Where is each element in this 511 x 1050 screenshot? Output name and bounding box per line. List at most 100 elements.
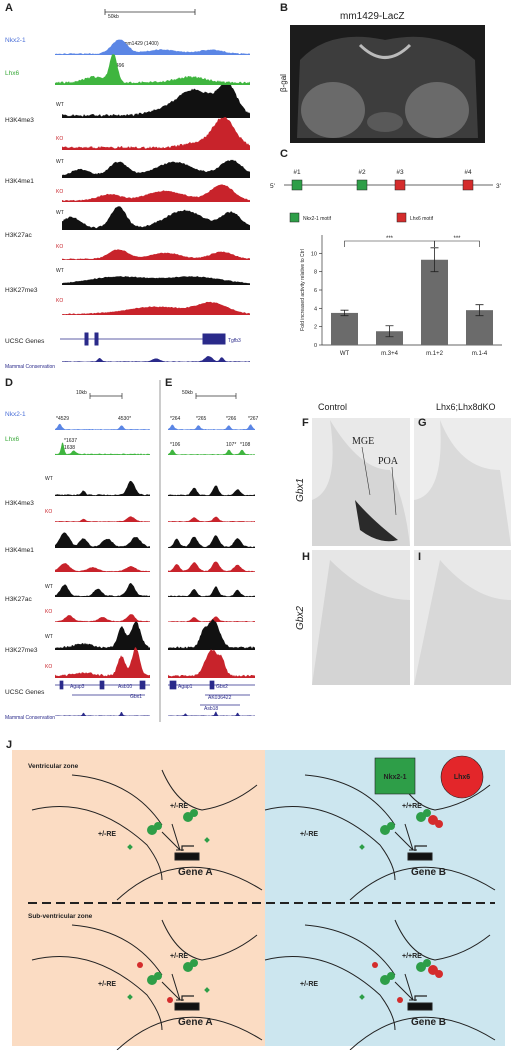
track-label: Mammal Conservation: [5, 715, 55, 721]
x-tick-label: WT: [340, 351, 350, 357]
ko-label: KO: [56, 189, 63, 195]
track: [55, 614, 150, 622]
panel-label: F: [302, 417, 309, 429]
peak-label: 4530*: [118, 416, 131, 422]
panel-label: H: [302, 551, 310, 563]
track: [168, 649, 255, 678]
wt-label: WT: [45, 584, 53, 590]
track: [62, 276, 250, 285]
gene-label: Asb18: [204, 706, 218, 712]
track: [55, 54, 250, 85]
re-label: +/+RE: [402, 953, 422, 960]
scale-label: 50kb: [182, 390, 193, 396]
wt-label: WT: [56, 102, 64, 108]
gene-name: Gene B: [411, 867, 446, 878]
gene-name: Gene A: [178, 1017, 213, 1028]
track: [55, 423, 150, 430]
track: [55, 516, 150, 522]
ko-label: KO: [45, 609, 52, 615]
track-label: Nkx2-1: [5, 411, 26, 418]
peak-label: *108: [240, 442, 251, 448]
significance-label: ***: [453, 236, 461, 242]
track-label: Mammal Conservation: [5, 364, 55, 370]
gene-label: Gbx2: [295, 606, 306, 630]
track: [62, 249, 250, 260]
lhx6-icon: [440, 755, 484, 799]
factor-label: Nkx2-1: [384, 774, 407, 781]
zone-background: [12, 750, 265, 1046]
panel-label: E: [165, 377, 172, 389]
track: [62, 206, 250, 230]
legend-label: Nkx2-1 motif: [303, 216, 332, 222]
gene-label: Tgfb3: [228, 338, 241, 344]
y-tick-label: 10: [311, 251, 317, 257]
y-tick-label: 6: [314, 288, 317, 294]
track-label: H3K27ac: [5, 596, 32, 603]
zone-label: Sub-ventricular zone: [28, 913, 93, 920]
wt-ko-labels: WT KO WT KO WT KO WT KO: [56, 102, 64, 304]
significance-label: ***: [386, 236, 394, 242]
region-label: MGE: [352, 436, 374, 447]
gene-label: Gbx1: [130, 694, 142, 700]
panel-label: D: [5, 377, 13, 389]
track-label: H3K4me1: [5, 547, 34, 554]
scale-bars: [89, 393, 237, 399]
conservation-track: [168, 711, 255, 716]
gene-label: Asb10: [118, 684, 132, 690]
gene-label: Agap3: [70, 684, 85, 690]
bar: [421, 259, 448, 345]
legend-label: Lhx6 motif: [410, 216, 434, 222]
wt-label: WT: [56, 268, 64, 274]
track: [55, 442, 150, 455]
track: [55, 563, 150, 572]
track: [168, 449, 255, 455]
panel-label: A: [5, 2, 13, 14]
section-images: [312, 418, 511, 685]
wt-label: WT: [45, 634, 53, 640]
x-tick-label: m.1-4: [472, 351, 488, 357]
zone-background: [265, 750, 505, 1046]
gene-label: Agap1: [178, 684, 193, 690]
panel-label: G: [418, 417, 427, 429]
gene-label: Gbx1: [295, 478, 306, 502]
re-label: +/-RE: [98, 831, 116, 838]
site-label: #2: [358, 169, 366, 176]
y-axis-label: Fold increased activity relative to Ctrl: [300, 249, 306, 331]
gene-name: Gene A: [178, 867, 213, 878]
factor-label: Lhx6: [454, 774, 470, 781]
ko-label: KO: [56, 136, 63, 142]
track: [55, 480, 150, 496]
track: [62, 301, 250, 315]
gene-label: AK036422: [208, 695, 232, 701]
peak-label: 107*: [226, 442, 236, 448]
nkx2-1-icon: [374, 757, 416, 795]
y-tick-label: 2: [314, 325, 317, 331]
site-label: #1: [293, 169, 301, 176]
peak-label: *496: [114, 63, 125, 69]
ko-label: KO: [56, 298, 63, 304]
strand-label: 3': [496, 183, 501, 190]
region-label: POA: [378, 456, 399, 467]
factor-blobs: [127, 809, 443, 1003]
peak-label: *1637: [64, 438, 77, 444]
panel-label: J: [6, 739, 12, 751]
site-label: #3: [396, 169, 404, 176]
re-label: +/-RE: [300, 831, 318, 838]
ko-label: KO: [56, 244, 63, 250]
track: [62, 117, 250, 150]
track-label: Lhx6: [5, 70, 19, 77]
strand-label: 5': [270, 183, 275, 190]
error-bar: [430, 247, 439, 273]
track: [168, 616, 255, 622]
peak-label: *4529: [56, 416, 69, 422]
track-label: H3K27ac: [5, 232, 32, 239]
re-label: +/-RE: [98, 981, 116, 988]
track-label: Nkx2-1: [5, 37, 26, 44]
track: [55, 647, 150, 678]
pointer: [391, 466, 397, 516]
peak-label: *265: [196, 416, 207, 422]
bar-chart: 0 2 4 6 8 10 WT m.3+4 m.1+2 m.1-4 *** ***: [311, 235, 502, 357]
peak-label: *106: [170, 442, 181, 448]
site-label: #4: [464, 169, 472, 176]
